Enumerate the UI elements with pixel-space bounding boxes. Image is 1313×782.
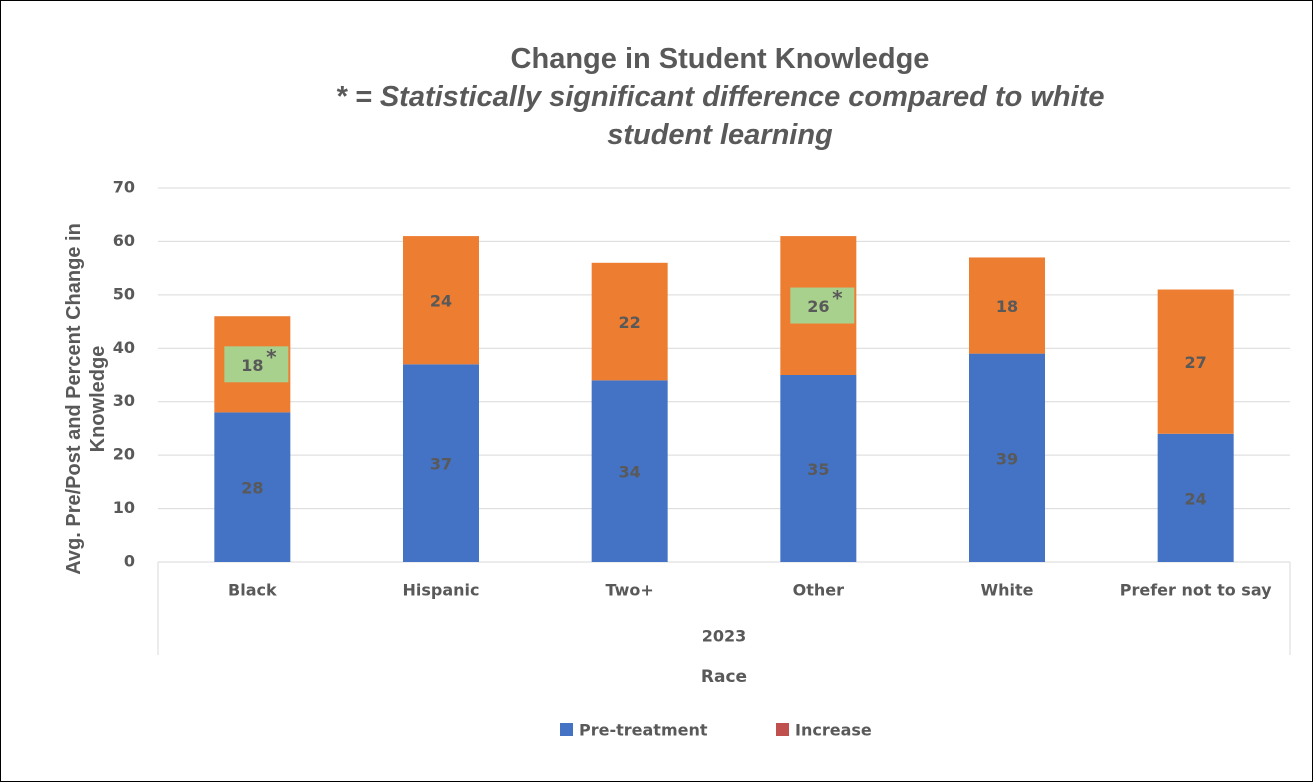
highlight (224, 346, 289, 383)
y-tick-label: 30 (113, 391, 135, 410)
bar-segment (969, 257, 1045, 354)
significance-marker: * (832, 286, 843, 310)
y-tick-label: 10 (113, 498, 135, 517)
y-tick-label: 50 (113, 284, 135, 303)
x-tick-label: Other (793, 581, 844, 600)
y-tick-label: 70 (113, 178, 135, 197)
x-axis-label: Race (701, 667, 747, 687)
data-label: 35 (807, 460, 829, 479)
bar-segment (1157, 433, 1234, 562)
data-label: 28 (241, 479, 263, 498)
bar-segment (403, 364, 479, 562)
data-label: 39 (996, 449, 1018, 468)
x-tick-label: Black (228, 581, 277, 600)
legend-label: Pre-treatment (579, 721, 708, 740)
titles: Change in Student Knowledge * = Statisti… (310, 40, 1130, 154)
y-tick-label: 20 (113, 445, 135, 464)
data-label: 37 (430, 455, 452, 474)
data-label: 18 (996, 297, 1018, 316)
x-tick-label: Prefer not to say (1120, 581, 1272, 600)
bar-segment (969, 353, 1045, 562)
bar-segment (591, 380, 668, 562)
bar-segment (1157, 289, 1234, 434)
y-tick-label: 40 (113, 338, 135, 357)
y-axis-label: Avg. Pre/Post and Percent Change in Know… (63, 223, 109, 575)
legend-label: Increase (795, 721, 872, 740)
legend-swatch (560, 723, 573, 736)
data-label: 34 (619, 463, 641, 482)
bar-segment (780, 375, 857, 562)
data-label: 22 (619, 313, 641, 332)
significance-marker: * (266, 345, 277, 369)
x-tick-label: Hispanic (402, 581, 479, 600)
data-label: 24 (430, 292, 452, 311)
chart-title: Change in Student Knowledge (510, 43, 930, 75)
x-tick-label: Two+ (605, 581, 653, 600)
data-label: 18 (241, 356, 263, 375)
bar-segment (403, 236, 479, 365)
legend-swatch (776, 723, 789, 736)
bar-segment (591, 262, 668, 381)
data-label: 26 (807, 297, 829, 316)
x-tick-label: White (980, 581, 1033, 600)
data-label: 27 (1185, 353, 1207, 372)
y-tick-label: 60 (113, 231, 135, 250)
highlight (790, 287, 855, 324)
group-label: 2023 (702, 627, 747, 646)
data-label: 24 (1185, 489, 1207, 508)
bar-segment (214, 412, 291, 562)
y-tick-label: 0 (124, 552, 135, 571)
chart-subtitle: * = Statistically significant difference… (335, 81, 1105, 151)
